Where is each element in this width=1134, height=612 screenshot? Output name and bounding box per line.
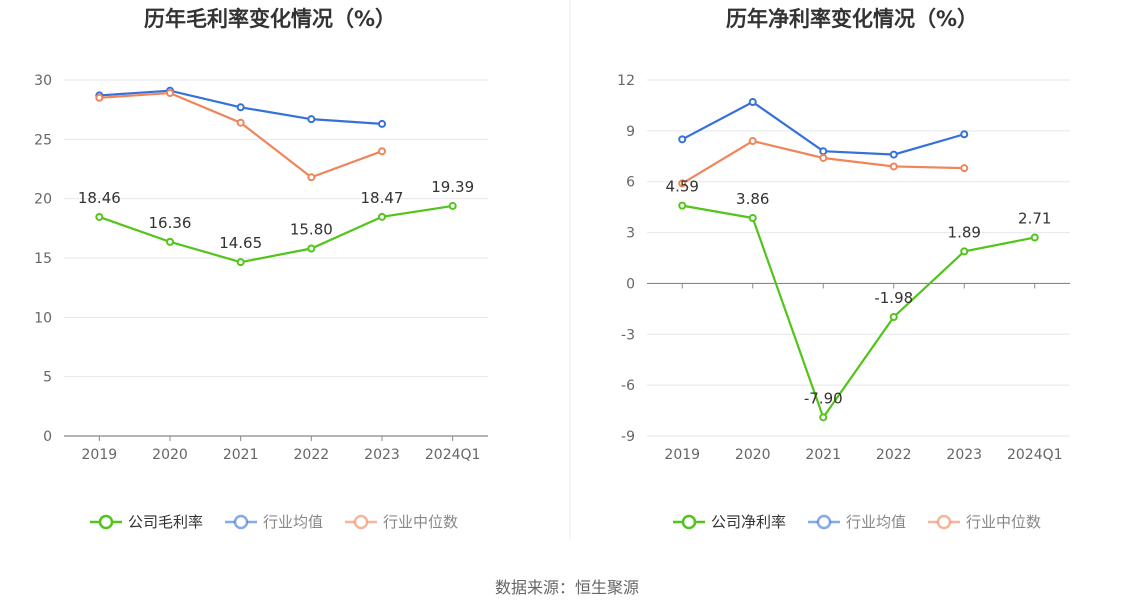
legend-marker-icon: [681, 514, 697, 530]
series-line-industry_avg: [681, 100, 965, 156]
legend-item-industry_median: 行业中位数: [345, 513, 458, 531]
data-label: 14.65: [219, 234, 262, 252]
data-point-company: [748, 213, 757, 222]
x-tick-label: 2021: [805, 447, 841, 463]
legend-marker-icon: [816, 514, 832, 530]
data-point-industry_median: [678, 179, 687, 188]
data-point-company: [960, 247, 969, 256]
x-tick-label: 2020: [152, 447, 188, 463]
legend-label: 行业中位数: [383, 513, 458, 531]
data-point-company: [236, 258, 245, 267]
x-tick-label: 2019: [82, 447, 118, 463]
chart-title: 历年毛利率变化情况（%）: [144, 7, 396, 31]
legend-label: 公司毛利率: [128, 513, 203, 531]
data-label: 3.86: [736, 190, 769, 208]
data-label: 18.46: [78, 189, 121, 207]
x-tick-label: 2020: [735, 447, 771, 463]
data-point-company: [448, 201, 457, 210]
data-point-industry_median: [748, 137, 757, 146]
legend-label: 行业均值: [263, 513, 323, 531]
data-point-industry_median: [166, 89, 174, 98]
y-tick-label: 0: [626, 276, 635, 292]
legend-item-industry_avg: 行业均值: [808, 513, 906, 531]
x-tick-label: 2021: [223, 447, 259, 463]
legend-marker-icon: [233, 514, 249, 530]
data-point-industry_avg: [378, 119, 386, 128]
y-tick-label: 30: [34, 73, 52, 89]
y-tick-label: 25: [34, 132, 52, 148]
data-point-industry_median: [307, 173, 316, 182]
data-label: -7.90: [804, 389, 843, 407]
legend-item-industry_median: 行业中位数: [928, 513, 1041, 531]
data-point-industry_avg: [678, 135, 687, 144]
data-point-company: [819, 413, 828, 422]
data-point-industry_avg: [889, 150, 898, 159]
y-tick-label: 6: [626, 175, 635, 191]
data-point-industry_median: [889, 162, 898, 171]
data-source-label: 数据来源：恒生聚源: [494, 578, 639, 597]
data-point-industry_median: [378, 147, 386, 156]
x-tick-label: 2022: [294, 447, 330, 463]
data-label: -1.98: [874, 289, 913, 307]
x-tick-label: 2023: [946, 447, 982, 463]
y-tick-label: -6: [621, 378, 635, 394]
data-point-company: [378, 212, 386, 221]
legend-item-company: 公司净利率: [673, 513, 786, 531]
chart-panel-1: 历年毛利率变化情况（%） 0 5 10 15 20 25 30 2019 2020 2021 2022…: [34, 7, 488, 531]
data-label: 16.36: [149, 214, 192, 232]
data-point-company: [678, 201, 687, 210]
chart-title: 历年净利率变化情况（%）: [726, 7, 978, 31]
y-tick-label: 20: [34, 192, 52, 208]
y-tick-label: 3: [626, 226, 635, 242]
legend-marker-icon: [936, 514, 952, 530]
chart-panel-2: 历年净利率变化情况（%） -9 -6 -3 0 3 6 9 12 2019 2020 2021 2022…: [617, 7, 1070, 531]
y-tick-label: 9: [626, 124, 635, 140]
data-label: 19.39: [431, 178, 474, 196]
data-label: 18.47: [361, 189, 404, 207]
data-label: 15.80: [290, 221, 333, 239]
x-tick-label: 2023: [364, 447, 400, 463]
legend-label: 行业中位数: [966, 513, 1041, 531]
legend-label: 行业均值: [846, 513, 906, 531]
data-point-company: [889, 312, 898, 321]
series-line-company: [98, 204, 453, 264]
legend-marker-icon: [353, 514, 369, 530]
y-tick-label: 5: [43, 370, 52, 386]
y-tick-label: -9: [621, 429, 635, 445]
data-point-industry_avg: [236, 103, 245, 112]
x-tick-label: 2019: [664, 447, 700, 463]
y-tick-label: 0: [43, 429, 52, 445]
data-point-industry_avg: [819, 147, 828, 156]
legend-marker-icon: [98, 514, 114, 530]
legend-item-company: 公司毛利率: [90, 513, 203, 531]
data-point-industry_median: [95, 93, 104, 102]
y-tick-label: 15: [34, 251, 52, 267]
data-point-industry_median: [960, 164, 969, 173]
data-point-company: [166, 237, 174, 246]
data-point-industry_median: [236, 118, 245, 127]
data-point-company: [307, 244, 316, 253]
data-point-industry_avg: [748, 98, 757, 107]
data-label: 1.89: [948, 223, 981, 241]
data-point-company: [95, 212, 104, 221]
x-tick-label: 2024Q1: [425, 447, 481, 463]
x-tick-label: 2022: [876, 447, 912, 463]
legend-label: 公司净利率: [711, 513, 786, 531]
series-line-company: [682, 204, 1035, 420]
data-label: 2.71: [1018, 209, 1051, 227]
data-point-company: [1030, 233, 1039, 242]
data-point-industry_median: [819, 153, 828, 162]
y-tick-label: -3: [621, 327, 635, 343]
data-point-industry_avg: [307, 115, 316, 124]
legend-item-industry_avg: 行业均值: [225, 513, 323, 531]
y-tick-label: 12: [617, 73, 635, 89]
x-tick-label: 2024Q1: [1007, 447, 1063, 463]
data-label: 4.59: [666, 178, 699, 196]
y-tick-label: 10: [34, 310, 52, 326]
data-point-industry_avg: [960, 130, 969, 139]
